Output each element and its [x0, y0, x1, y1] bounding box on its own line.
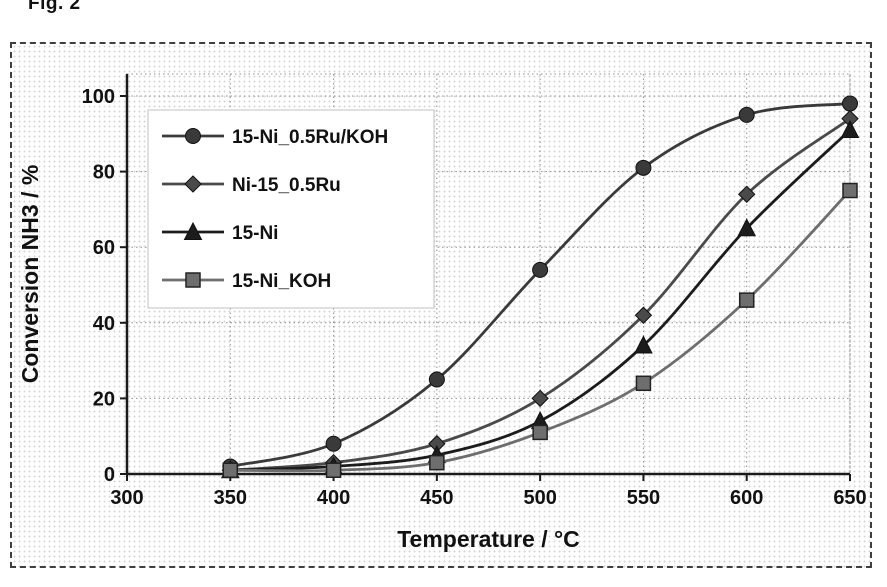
- legend-label: 15-Ni: [232, 223, 278, 244]
- data-point-square: [185, 272, 201, 288]
- y-tick-label: 80: [93, 162, 115, 184]
- data-point-circle: [842, 95, 858, 112]
- data-point-triangle: [634, 335, 653, 354]
- data-point-square: [222, 462, 239, 478]
- y-tick-label: 0: [104, 464, 115, 486]
- data-point-triangle: [183, 221, 203, 240]
- legend: 15-Ni_0.5Ru/KOH Ni-15_0.5Ru 15-Ni 15-Ni_KOH: [147, 109, 435, 309]
- data-point-square: [738, 292, 755, 308]
- legend-label: 15-Ni_KOH: [232, 271, 331, 292]
- x-tick-label: 650: [833, 487, 866, 509]
- data-point-diamond: [634, 306, 653, 324]
- data-point-circle: [185, 128, 201, 144]
- data-point-square: [842, 182, 858, 199]
- x-tick-label: 350: [214, 487, 247, 509]
- data-point-circle: [325, 435, 342, 452]
- figure-caption: Fig. 2: [28, 0, 81, 14]
- y-tick-label: 40: [93, 313, 115, 335]
- legend-entry: 15-Ni_0.5Ru/KOH: [162, 127, 388, 148]
- y-tick-label: 100: [82, 86, 115, 108]
- legend-entry: Ni-15_0.5Ru: [162, 175, 341, 196]
- data-point-triangle: [737, 218, 757, 237]
- x-tick-label: 500: [523, 487, 556, 509]
- x-axis-title: Temperature / °C: [397, 526, 580, 552]
- data-point-circle: [428, 371, 445, 388]
- data-point-circle: [738, 106, 755, 123]
- y-tick-label: 60: [93, 237, 115, 259]
- data-point-circle: [532, 261, 549, 278]
- chart-frame: 300 350 400 450 500 550 600 650 0 20 40 60 80 100 Temp…: [10, 42, 872, 568]
- data-point-diamond: [531, 389, 549, 408]
- y-tick-label: 20: [93, 388, 115, 410]
- data-point-triangle: [840, 119, 860, 139]
- data-point-square: [532, 424, 548, 441]
- x-tick-label: 300: [110, 487, 143, 509]
- legend-label: 15-Ni_0.5Ru/KOH: [232, 127, 388, 148]
- data-point-square: [325, 462, 342, 478]
- conversion-line-chart: 300 350 400 450 500 550 600 650 0 20 40 60 80 100 Temp…: [17, 73, 867, 552]
- legend-entry: 15-Ni: [162, 221, 278, 244]
- legend-label: Ni-15_0.5Ru: [232, 175, 341, 196]
- legend-entry: 15-Ni_KOH: [162, 271, 331, 292]
- data-point-diamond: [184, 175, 202, 193]
- data-point-square: [429, 454, 445, 471]
- x-tick-label: 400: [317, 487, 350, 509]
- data-point-square: [635, 375, 652, 392]
- x-tick-label: 550: [627, 487, 660, 509]
- plot-border: [126, 73, 851, 475]
- x-tick-label: 600: [730, 487, 763, 509]
- y-axis-title: Conversion NH3 / %: [17, 165, 43, 384]
- data-point-diamond: [738, 185, 756, 203]
- x-tick-label: 450: [420, 487, 453, 509]
- data-point-circle: [635, 159, 652, 176]
